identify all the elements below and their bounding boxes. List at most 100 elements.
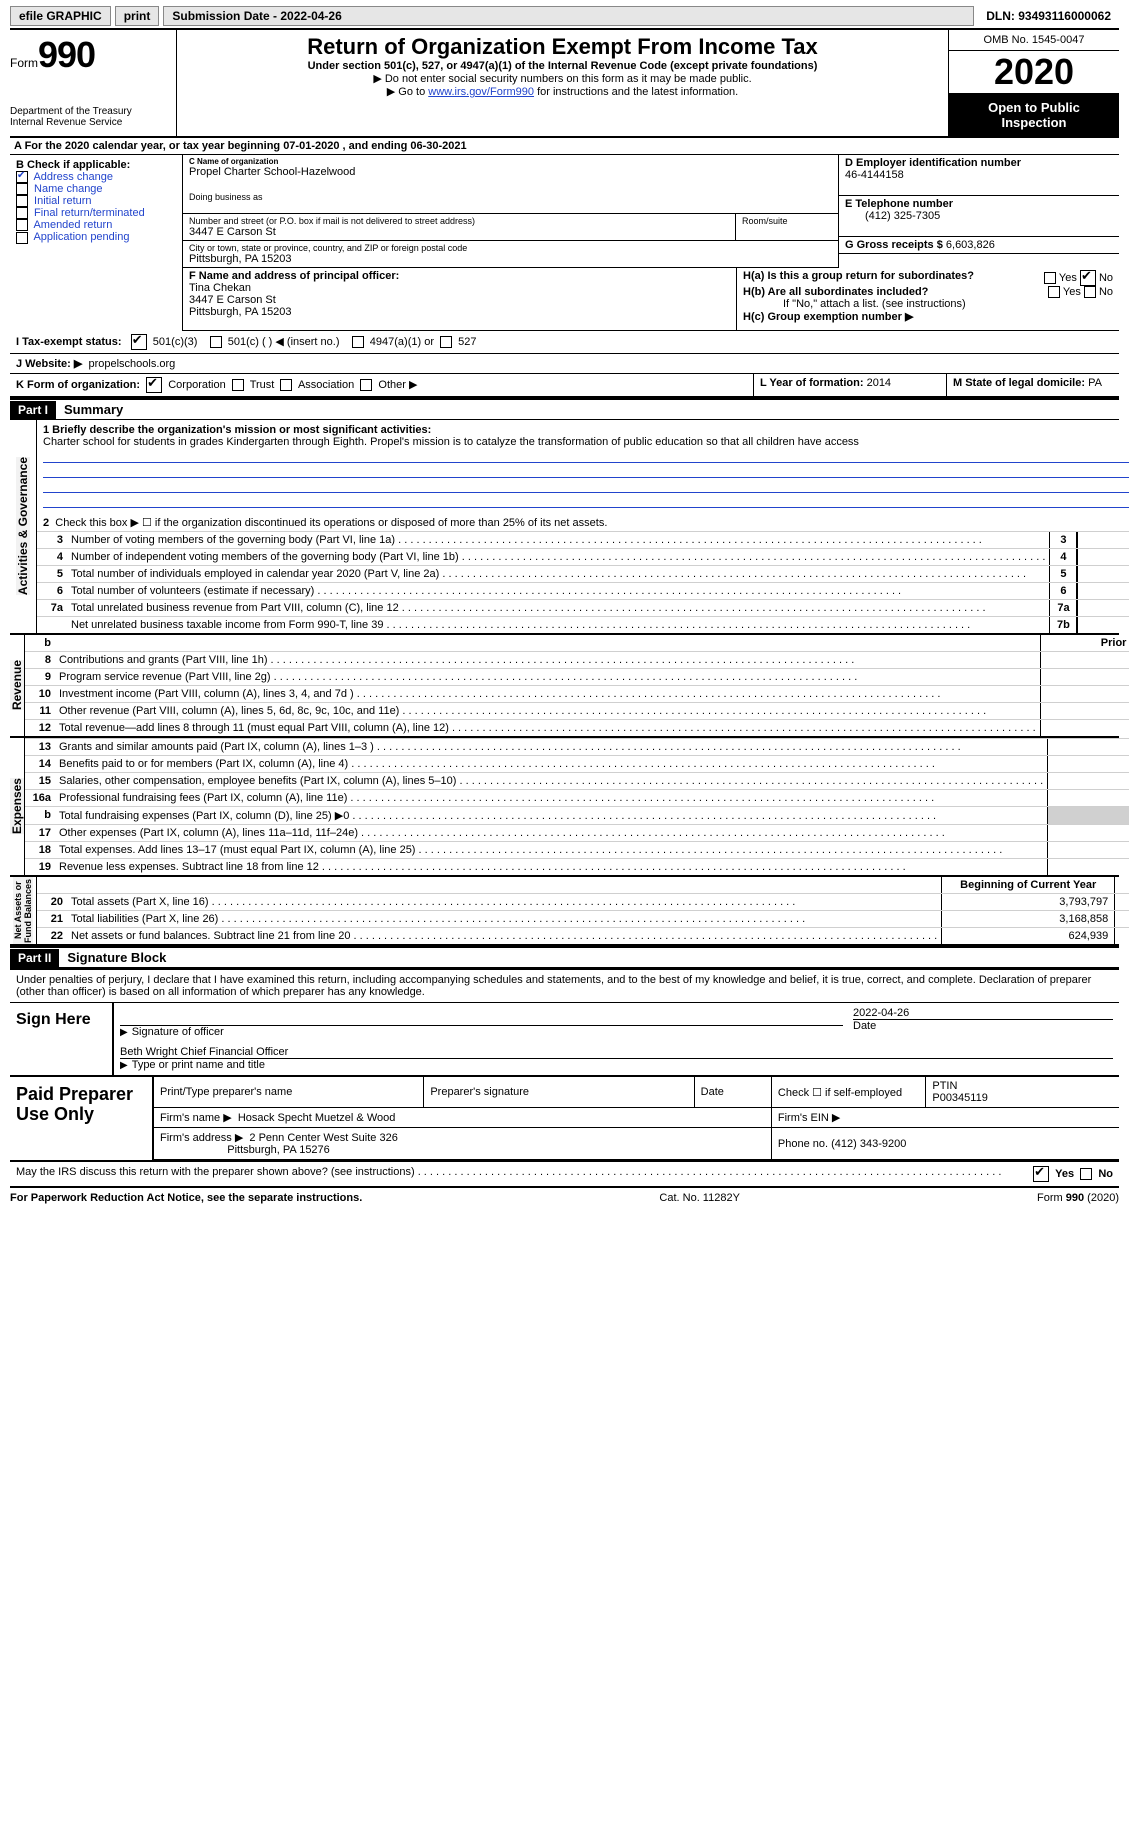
secB-check — [16, 183, 28, 195]
line-desc: Professional fundraising fees (Part IX, … — [55, 790, 1047, 806]
line-curr: 957,522 — [1114, 928, 1129, 944]
line-desc: Grants and similar amounts paid (Part IX… — [55, 739, 1047, 755]
line-cell: 7b — [1049, 617, 1077, 633]
line-prior — [1047, 739, 1129, 755]
secB-check — [16, 207, 28, 219]
line-prior: 29 — [1040, 703, 1129, 719]
line-num: 16a — [25, 790, 55, 806]
line-prior: 3,168,858 — [941, 911, 1114, 927]
row-k-orgform: K Form of organization: Corporation Trus… — [10, 374, 754, 396]
box-g-gross: G Gross receipts $ 6,603,826 — [839, 237, 1119, 254]
tax-year: 2020 — [949, 51, 1119, 94]
line-prior: 3,300,522 — [1047, 773, 1129, 789]
pp-check: Check ☐ if self-employed — [771, 1077, 925, 1108]
open-public: Open to PublicInspection — [949, 94, 1119, 136]
line-desc: Total assets (Part X, line 16) — [67, 894, 941, 910]
line-b-num: b — [25, 635, 55, 651]
line-num: 14 — [25, 756, 55, 772]
line-curr: 2,543,431 — [1114, 911, 1129, 927]
sig-officer-label: Signature of officer — [120, 1026, 843, 1038]
line-num: 5 — [37, 566, 67, 582]
form-title: Return of Organization Exempt From Incom… — [183, 34, 942, 60]
sign-here-label: Sign Here — [10, 1003, 112, 1075]
line-num: 18 — [25, 842, 55, 858]
line-num: 10 — [25, 686, 55, 702]
line-num: 8 — [25, 652, 55, 668]
line-val: 9 — [1077, 549, 1129, 565]
box-c-name: C Name of organization Propel Charter Sc… — [183, 155, 839, 214]
line-val: 9 — [1077, 532, 1129, 548]
box-h: H(a) Is this a group return for subordin… — [737, 268, 1119, 331]
may-irs-row: May the IRS discuss this return with the… — [10, 1162, 1119, 1188]
col-end: End of Year — [1114, 877, 1129, 893]
box-room: Room/suite — [736, 214, 839, 241]
line-desc: Net unrelated business taxable income fr… — [67, 617, 1049, 633]
line-num: 22 — [37, 928, 67, 944]
box-city: City or town, state or province, country… — [183, 241, 839, 268]
line-num: 19 — [25, 859, 55, 875]
line-desc: Total fundraising expenses (Part IX, col… — [55, 807, 1047, 824]
col-beg: Beginning of Current Year — [941, 877, 1114, 893]
line-val: 0 — [1077, 617, 1129, 633]
line-prior — [1047, 807, 1129, 824]
row-i-status: I Tax-exempt status: 501(c)(3) 501(c) ( … — [10, 331, 1119, 353]
line1-text: Charter school for students in grades Ki… — [43, 436, 859, 448]
sig-date-label: Date — [853, 1019, 1113, 1032]
col-prior: Prior Year — [1040, 635, 1129, 651]
line-num: 15 — [25, 773, 55, 789]
paid-prep-label: Paid Preparer Use Only — [10, 1077, 153, 1160]
line-desc: Number of independent voting members of … — [67, 549, 1049, 565]
line-prior — [1047, 756, 1129, 772]
line-num: b — [25, 807, 55, 824]
secB-item: Initial return — [16, 195, 176, 207]
line-prior: 5,476 — [1040, 686, 1129, 702]
line-val: 69 — [1077, 566, 1129, 582]
side-rev: Revenue — [10, 660, 24, 710]
line-num: 21 — [37, 911, 67, 927]
line-cell: 3 — [1049, 532, 1077, 548]
line-desc: Total revenue—add lines 8 through 11 (mu… — [55, 720, 1040, 736]
corp-check — [146, 377, 162, 393]
line-val: 0 — [1077, 600, 1129, 616]
efile-btn[interactable]: efile GRAPHIC — [10, 6, 111, 26]
line-prior: -139,594 — [1047, 859, 1129, 875]
form-header: Form990 Department of the Treasury Inter… — [10, 28, 1119, 138]
note-goto: ▶ Go to www.irs.gov/Form990 for instruct… — [183, 85, 942, 98]
line-desc: Total expenses. Add lines 13–17 (must eq… — [55, 842, 1047, 858]
line-num: 20 — [37, 894, 67, 910]
irs-label: Internal Revenue Service — [10, 117, 170, 128]
side-ag: Activities & Governance — [16, 457, 30, 595]
line1-label: 1 Briefly describe the organization's mi… — [43, 424, 431, 436]
row-m-state: M State of legal domicile: PA — [947, 374, 1119, 396]
line-desc: Total unrelated business revenue from Pa… — [67, 600, 1049, 616]
irs-link[interactable]: www.irs.gov/Form990 — [428, 86, 534, 98]
secB-check — [16, 232, 28, 244]
line-num: 7a — [37, 600, 67, 616]
row-a-period: A For the 2020 calendar year, or tax yea… — [10, 138, 1119, 155]
firm-name: Firm's name ▶ Hosack Specht Muetzel & Wo… — [154, 1108, 772, 1128]
pp-date-h: Date — [694, 1077, 771, 1108]
501c3-check — [131, 334, 147, 350]
line-desc: Net assets or fund balances. Subtract li… — [67, 928, 941, 944]
line-num — [37, 617, 67, 633]
line-desc: Investment income (Part VIII, column (A)… — [55, 686, 1040, 702]
secB-check — [16, 171, 28, 183]
line-val: 11 — [1077, 583, 1129, 599]
sig-intro: Under penalties of perjury, I declare th… — [10, 970, 1119, 1002]
name-sub-label: Type or print name and title — [120, 1058, 1113, 1071]
section-b: B Check if applicable: Address change Na… — [10, 155, 183, 331]
sig-date-val: 2022-04-26 — [853, 1007, 1113, 1019]
secB-item: Application pending — [16, 231, 176, 243]
form-subtitle: Under section 501(c), 527, or 4947(a)(1)… — [183, 60, 942, 72]
line-cell: 5 — [1049, 566, 1077, 582]
print-btn[interactable]: print — [115, 6, 160, 26]
officer-name: Beth Wright Chief Financial Officer — [120, 1046, 1113, 1058]
omb-number: OMB No. 1545-0047 — [949, 30, 1119, 51]
line-prior: 6,216,028 — [1047, 842, 1129, 858]
dept-treasury: Department of the Treasury — [10, 106, 170, 117]
line-desc: Other expenses (Part IX, column (A), lin… — [55, 825, 1047, 841]
firm-addr: Firm's address ▶ 2 Penn Center West Suit… — [154, 1128, 772, 1160]
line-desc: Total liabilities (Part X, line 26) — [67, 911, 941, 927]
secB-check — [16, 219, 28, 231]
row-j-website: J Website: ▶ propelschools.org — [10, 354, 1119, 373]
